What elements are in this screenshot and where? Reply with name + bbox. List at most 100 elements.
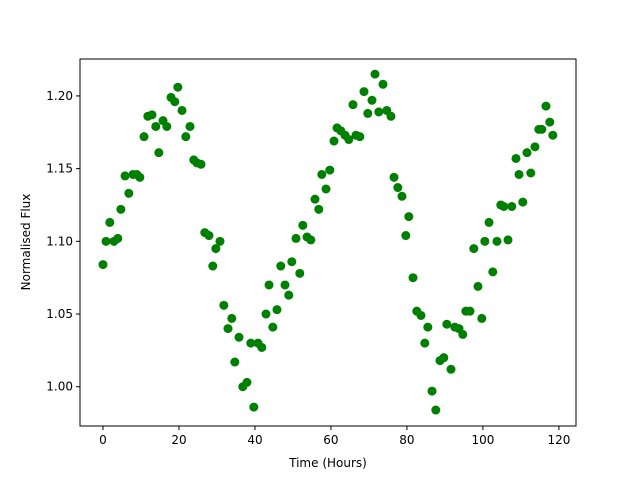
point bbox=[416, 310, 426, 320]
point bbox=[541, 101, 551, 111]
point bbox=[458, 329, 468, 339]
point bbox=[173, 82, 183, 92]
point bbox=[276, 261, 286, 271]
point bbox=[317, 169, 327, 179]
axes-frame bbox=[79, 58, 577, 427]
point bbox=[185, 121, 195, 131]
point bbox=[223, 324, 233, 334]
point bbox=[113, 233, 123, 243]
point bbox=[522, 148, 532, 158]
point bbox=[321, 184, 331, 194]
point bbox=[401, 231, 411, 241]
point bbox=[154, 148, 164, 158]
point bbox=[378, 79, 388, 89]
point bbox=[246, 338, 256, 348]
point bbox=[177, 105, 187, 115]
x-axis-label: Time (Hours) bbox=[288, 456, 367, 470]
point bbox=[234, 332, 244, 342]
x-tick-label: 20 bbox=[171, 433, 186, 447]
point bbox=[268, 322, 278, 332]
x-tick-label: 80 bbox=[399, 433, 414, 447]
point bbox=[374, 107, 384, 117]
y-tick-label: 1.20 bbox=[46, 89, 73, 103]
point bbox=[507, 201, 517, 211]
point bbox=[439, 353, 449, 363]
point bbox=[465, 306, 475, 316]
x-tick-label: 0 bbox=[99, 433, 107, 447]
point bbox=[162, 121, 172, 131]
point bbox=[242, 377, 252, 387]
point bbox=[423, 322, 433, 332]
y-axis-label: Normalised Flux bbox=[19, 194, 33, 291]
point bbox=[359, 87, 369, 97]
point bbox=[484, 217, 494, 227]
point bbox=[298, 220, 308, 230]
point bbox=[477, 313, 487, 323]
point bbox=[208, 261, 218, 271]
point bbox=[211, 244, 221, 254]
point bbox=[135, 172, 145, 182]
x-tick-label: 40 bbox=[247, 433, 262, 447]
y-tick-label: 1.10 bbox=[46, 234, 73, 248]
point bbox=[280, 280, 290, 290]
point bbox=[116, 204, 126, 214]
point bbox=[196, 159, 206, 169]
point bbox=[393, 183, 403, 193]
y-tick-label: 1.15 bbox=[46, 162, 73, 176]
point bbox=[503, 235, 513, 245]
point bbox=[306, 235, 316, 245]
point bbox=[261, 309, 271, 319]
point bbox=[397, 191, 407, 201]
x-tick-label: 120 bbox=[547, 433, 570, 447]
point bbox=[151, 121, 161, 131]
point bbox=[98, 260, 108, 270]
point bbox=[329, 136, 339, 146]
point bbox=[272, 305, 282, 315]
point bbox=[530, 142, 540, 152]
point bbox=[499, 201, 509, 211]
x-tick-label: 100 bbox=[471, 433, 494, 447]
point bbox=[389, 172, 399, 182]
point bbox=[219, 300, 229, 310]
point bbox=[480, 236, 490, 246]
point bbox=[537, 124, 547, 134]
point bbox=[511, 153, 521, 163]
y-tick-label: 1.00 bbox=[46, 380, 73, 394]
point bbox=[370, 69, 380, 79]
point bbox=[545, 117, 555, 127]
point bbox=[287, 257, 297, 267]
point bbox=[215, 236, 225, 246]
point bbox=[249, 402, 259, 412]
point bbox=[284, 290, 294, 300]
point bbox=[442, 319, 452, 329]
point bbox=[488, 267, 498, 277]
point bbox=[264, 280, 274, 290]
point bbox=[344, 135, 354, 145]
point bbox=[408, 273, 418, 283]
point bbox=[120, 171, 130, 181]
point bbox=[518, 197, 528, 207]
point bbox=[420, 338, 430, 348]
point bbox=[101, 236, 111, 246]
point bbox=[431, 405, 441, 415]
point bbox=[204, 231, 214, 241]
point bbox=[124, 188, 134, 198]
point bbox=[548, 130, 558, 140]
point bbox=[348, 100, 358, 110]
point bbox=[181, 132, 191, 142]
point bbox=[325, 165, 335, 175]
point bbox=[446, 364, 456, 374]
point bbox=[291, 233, 301, 243]
point bbox=[404, 212, 414, 222]
point bbox=[469, 244, 479, 254]
point bbox=[257, 342, 267, 352]
point bbox=[170, 97, 180, 107]
point bbox=[427, 386, 437, 396]
point bbox=[295, 268, 305, 278]
point bbox=[139, 132, 149, 142]
point bbox=[227, 313, 237, 323]
point bbox=[310, 194, 320, 204]
point bbox=[147, 110, 157, 120]
point bbox=[514, 169, 524, 179]
